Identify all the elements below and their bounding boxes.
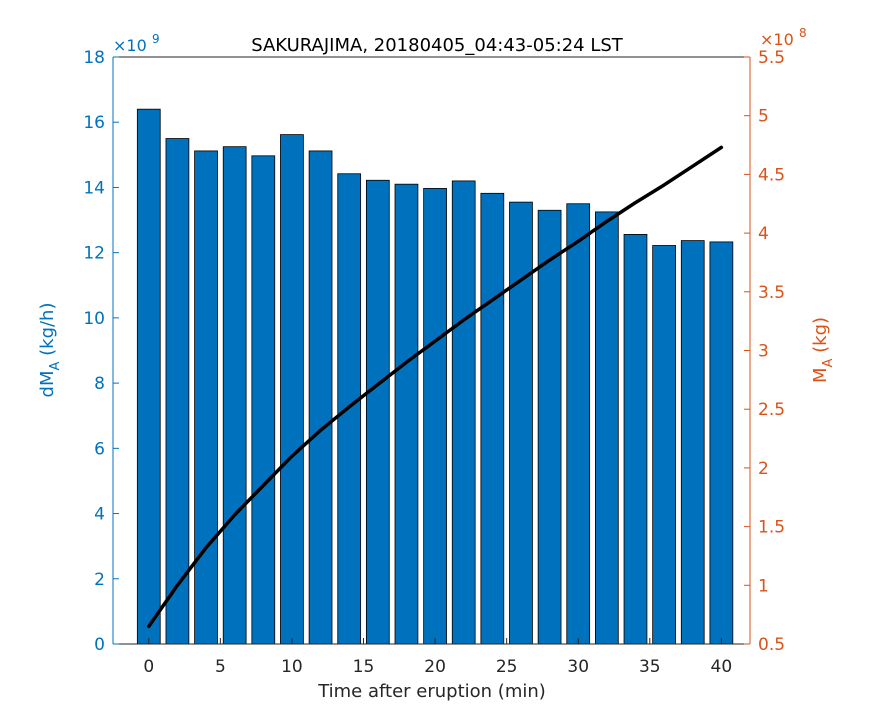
x-tick-label-30: 30	[567, 657, 589, 677]
bar-12	[308, 150, 333, 645]
right-y-ticks: 0.5 1 1.5 2 2.5 3 3.5 4 4.5 5 5.5	[744, 48, 785, 655]
bar-30	[566, 203, 591, 645]
left-axis-label-sub: A	[48, 362, 63, 371]
left-tick-label-14: 14	[83, 178, 105, 198]
bar-2	[165, 138, 190, 645]
left-tick-label-2: 2	[94, 570, 105, 590]
right-exponent-power: 8	[799, 26, 807, 40]
right-tick-label-5: 5	[758, 107, 769, 127]
left-tick-label-8: 8	[94, 374, 105, 394]
right-axis-label-unit: (kg)	[810, 317, 831, 353]
x-tick-label-25: 25	[496, 657, 518, 677]
left-exponent-label: ×10 9	[113, 32, 160, 55]
bar-4	[194, 150, 218, 645]
bar-6	[222, 146, 247, 645]
cumulative-mass-line	[147, 145, 724, 629]
left-tick-label-0: 0	[94, 635, 105, 655]
right-tick-label-3.5: 3.5	[758, 283, 785, 303]
right-tick-label-4.5: 4.5	[758, 165, 785, 185]
left-tick-label-6: 6	[94, 439, 105, 459]
x-tick-label-35: 35	[639, 657, 661, 677]
right-tick-label-4: 4	[758, 224, 769, 244]
bar-16	[365, 179, 390, 645]
bar-0	[136, 108, 161, 645]
left-y-ticks: 0 2 4 6 8 10 12 14 16 18	[83, 48, 119, 655]
bar-10	[280, 134, 304, 645]
bar-32	[595, 211, 619, 645]
x-axis-label: Time after eruption (min)	[317, 681, 546, 702]
right-tick-label-3: 3	[758, 342, 769, 362]
left-tick-label-16: 16	[83, 113, 105, 133]
bar-22	[451, 180, 476, 645]
bar-34	[623, 233, 648, 645]
right-tick-label-1.5: 1.5	[758, 518, 785, 538]
left-axis-label: dMA (kg/h)	[37, 303, 63, 398]
bar-24	[480, 192, 505, 645]
right-tick-label-1: 1	[758, 576, 769, 596]
left-tick-label-18: 18	[83, 48, 105, 68]
right-axis-label-main: M	[810, 368, 831, 384]
x-tick-label-5: 5	[215, 657, 226, 677]
line-series	[147, 145, 724, 629]
x-tick-label-0: 0	[143, 657, 154, 677]
bar-8	[251, 155, 276, 645]
bar-38	[680, 240, 705, 645]
x-tick-label-10: 10	[281, 657, 303, 677]
chart-title: SAKURAJIMA, 20180405_04:43-05:24 LST	[251, 35, 624, 56]
right-axis-label-sub: A	[821, 359, 836, 368]
right-tick-label-2.5: 2.5	[758, 400, 785, 420]
left-exponent-base: ×10	[113, 36, 147, 55]
left-axis-label-unit: (kg/h)	[37, 303, 58, 356]
x-tick-label-15: 15	[353, 657, 375, 677]
left-axis-label-main: dM	[37, 371, 58, 398]
right-exponent-base: ×10	[760, 30, 794, 49]
plot-box	[112, 56, 751, 645]
left-tick-label-4: 4	[94, 505, 105, 525]
left-exponent-power: 9	[152, 32, 160, 46]
right-tick-label-2: 2	[758, 459, 769, 479]
bar-40	[709, 241, 734, 645]
bar-28	[537, 209, 562, 645]
bar-18	[394, 183, 419, 645]
left-tick-label-10: 10	[83, 309, 105, 329]
bar-36	[652, 245, 676, 645]
bar-26	[509, 201, 533, 645]
left-tick-label-12: 12	[83, 244, 105, 264]
right-tick-label-5.5: 5.5	[758, 48, 785, 68]
x-tick-label-40: 40	[711, 657, 733, 677]
right-tick-label-0.5: 0.5	[758, 635, 785, 655]
right-axis-label: MA (kg)	[810, 317, 836, 383]
x-tick-label-20: 20	[424, 657, 446, 677]
x-ticks: 0 5 10 15 20 25 30 35 40	[143, 638, 732, 677]
bar-20	[423, 188, 447, 645]
bar-series	[136, 108, 734, 645]
right-exponent-label: ×10 8	[760, 26, 807, 49]
